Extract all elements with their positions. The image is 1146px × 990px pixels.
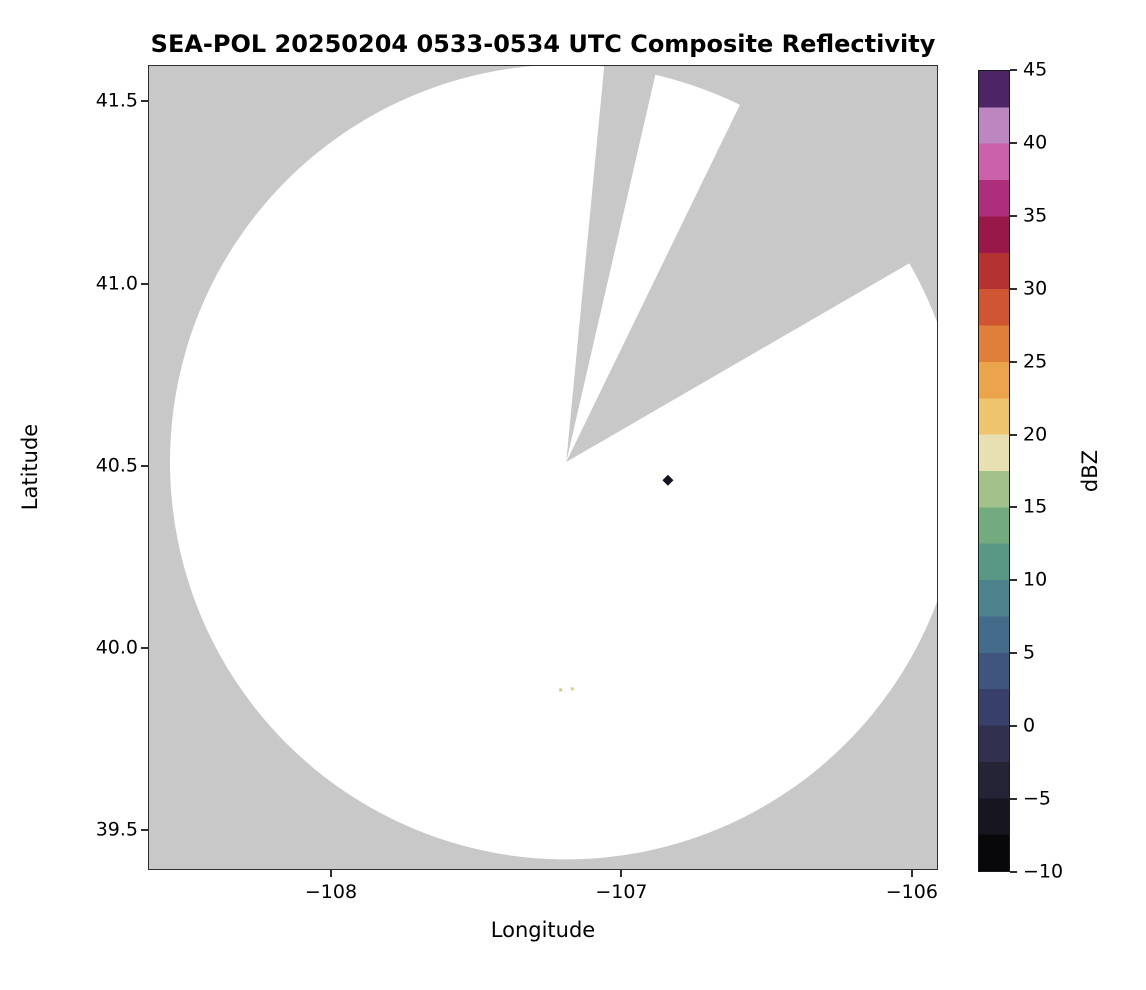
y-axis-label: Latitude xyxy=(18,423,42,511)
colorbar-tick-label: 10 xyxy=(1023,568,1048,591)
y-tick-label: 40.0 xyxy=(95,636,138,659)
colorbar-tick-label: −10 xyxy=(1023,860,1064,883)
plot-area xyxy=(148,65,938,870)
colorbar-tick-mark xyxy=(1010,798,1017,801)
y-tick-mark xyxy=(141,646,148,649)
blocked-sector xyxy=(566,65,658,462)
x-tick-label: −106 xyxy=(885,881,938,903)
radar-echo xyxy=(662,474,674,486)
x-tick-label: −107 xyxy=(595,881,648,903)
colorbar-tick-label: 0 xyxy=(1023,714,1036,737)
y-tick-mark xyxy=(141,828,148,831)
colorbar-tick-mark xyxy=(1010,69,1017,71)
colorbar-tick-mark xyxy=(1010,360,1017,363)
colorbar xyxy=(978,70,1010,872)
x-tick-mark xyxy=(620,870,623,877)
x-tick-label: −108 xyxy=(304,881,358,903)
y-tick-label: 41.0 xyxy=(95,272,138,295)
colorbar-tick-mark xyxy=(1010,579,1017,582)
colorbar-tick-label: 45 xyxy=(1023,58,1048,81)
colorbar-label: dBZ xyxy=(1078,449,1102,493)
x-tick-mark xyxy=(329,870,332,877)
colorbar-tick-mark xyxy=(1010,433,1017,436)
colorbar-tick-label: 40 xyxy=(1023,131,1048,154)
radar-coverage-map xyxy=(170,65,938,860)
colorbar-tick-label: 15 xyxy=(1023,496,1048,519)
colorbar-tick-mark xyxy=(1010,287,1017,290)
y-tick-label: 40.5 xyxy=(95,454,138,477)
colorbar-tick-mark xyxy=(1010,141,1017,144)
blocked-sector xyxy=(566,65,938,462)
y-tick-label: 39.5 xyxy=(95,818,138,841)
radar-echo xyxy=(570,687,574,691)
colorbar-tick-mark xyxy=(1010,871,1017,873)
colorbar-tick-label: 20 xyxy=(1023,423,1048,446)
y-tick-mark xyxy=(141,100,148,103)
y-tick-label: 41.5 xyxy=(95,89,138,112)
colorbar-tick-mark xyxy=(1010,652,1017,655)
colorbar-tick-label: −5 xyxy=(1023,787,1052,810)
y-tick-mark xyxy=(141,282,148,285)
colorbar-tick-label: 25 xyxy=(1023,350,1048,373)
colorbar-tick-label: 30 xyxy=(1023,277,1048,300)
x-tick-mark xyxy=(910,870,913,877)
colorbar-tick-label: 35 xyxy=(1023,204,1048,227)
colorbar-tick-mark xyxy=(1010,725,1017,728)
colorbar-tick-mark xyxy=(1010,506,1017,509)
chart-title: SEA-POL 20250204 0533-0534 UTC Composite… xyxy=(150,30,936,58)
x-axis-label: Longitude xyxy=(490,918,596,942)
colorbar-tick-label: 5 xyxy=(1023,641,1036,664)
colorbar-tick-mark xyxy=(1010,214,1017,217)
y-tick-mark xyxy=(141,464,148,467)
radar-echo xyxy=(559,688,563,692)
